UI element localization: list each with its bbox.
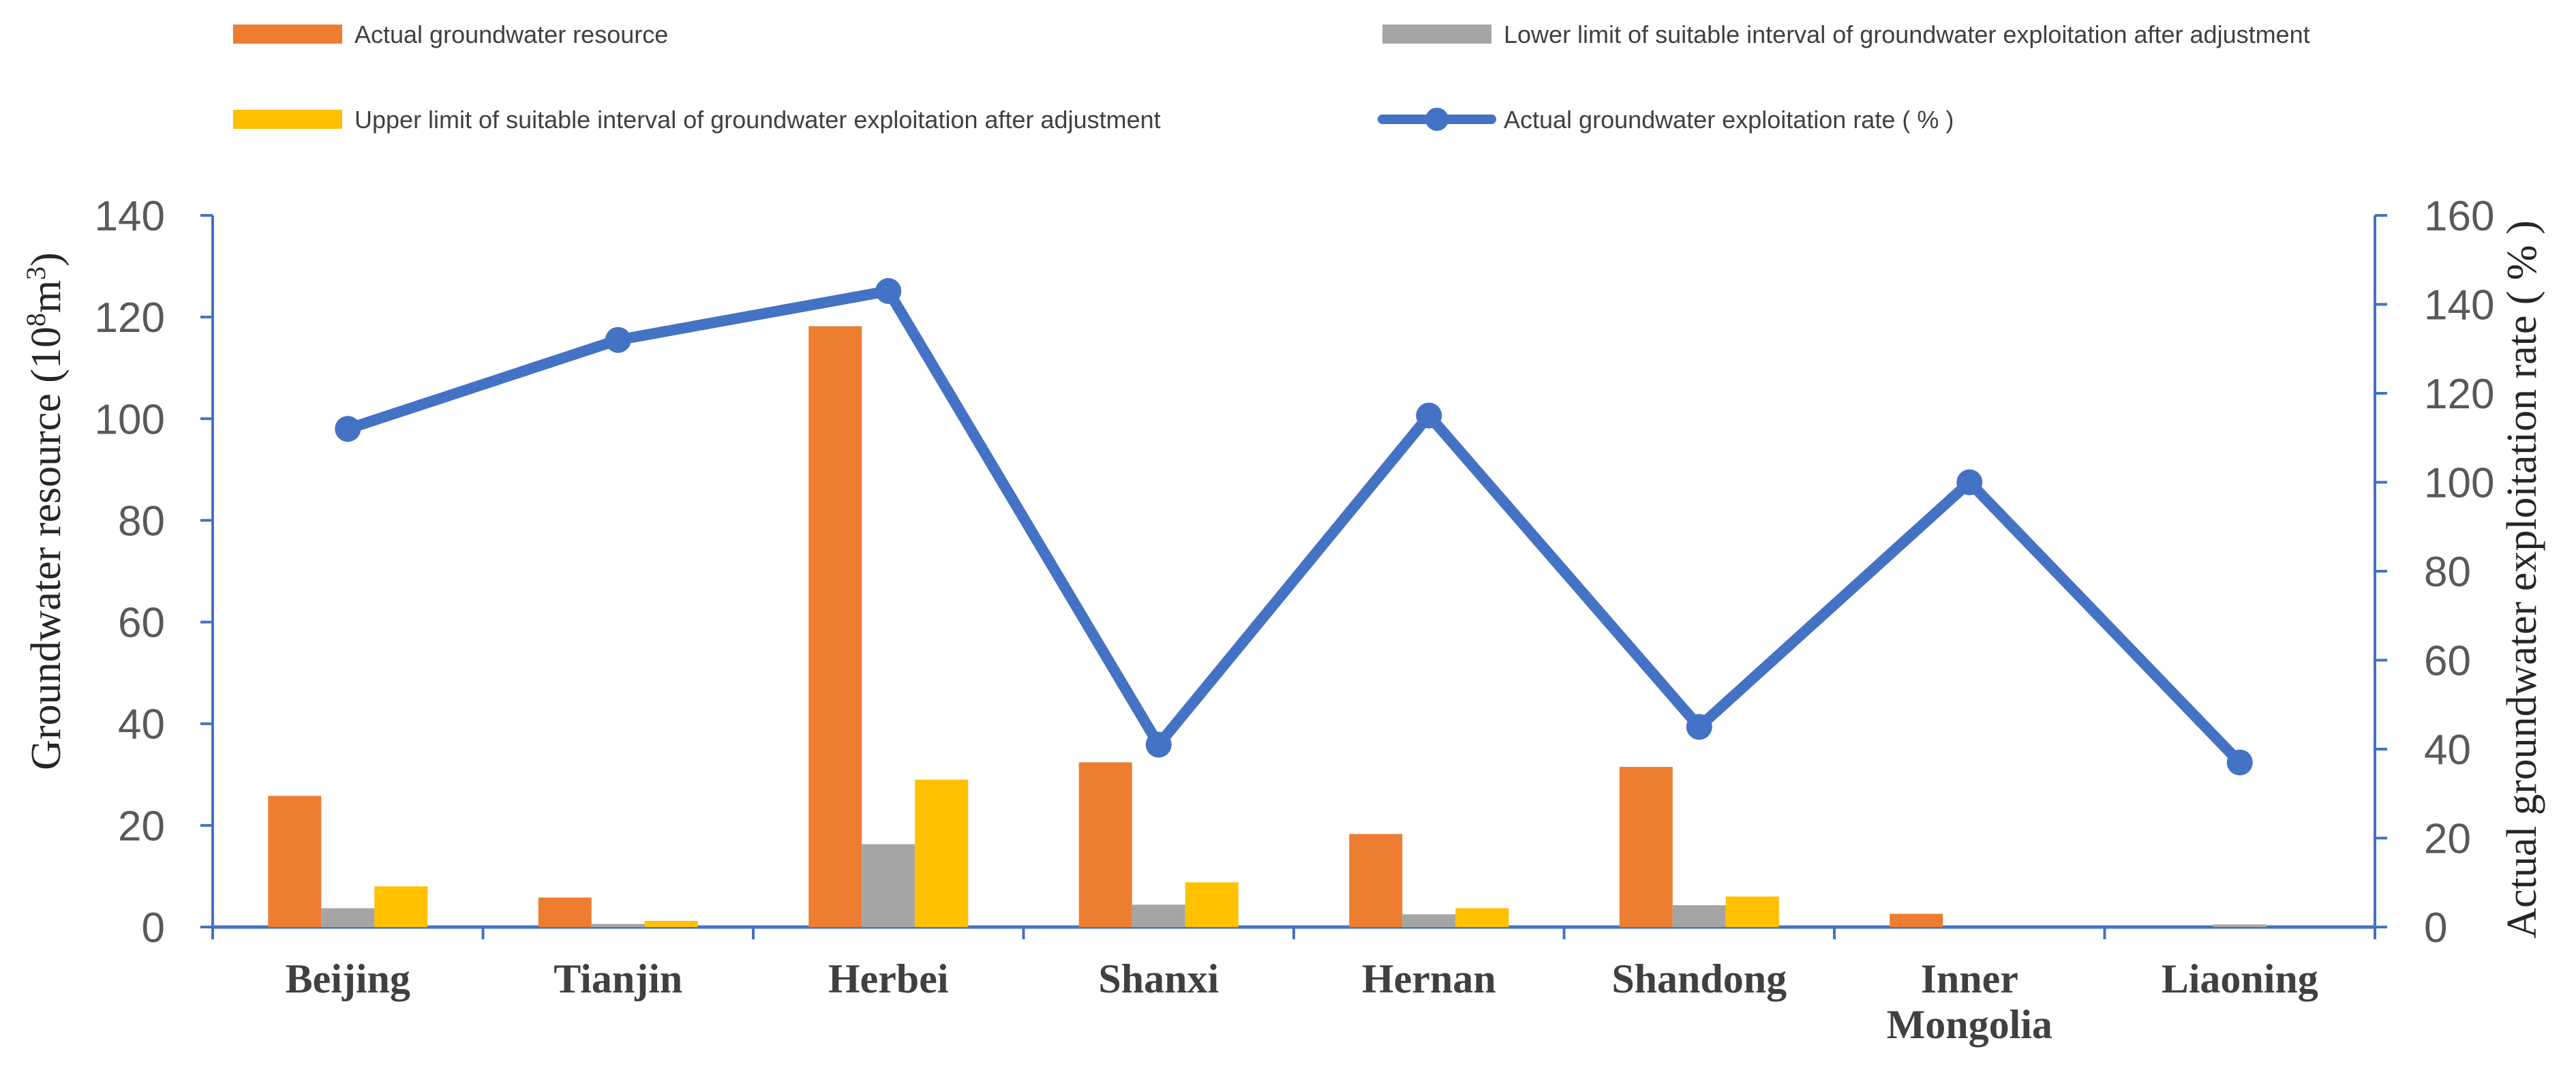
legend-swatch bbox=[233, 110, 342, 129]
y-right-tick-label: 100 bbox=[2424, 460, 2494, 507]
x-tick-label: Shandong bbox=[1611, 956, 1787, 1001]
rate-point bbox=[1956, 469, 1983, 496]
x-tick-label: Inner bbox=[1921, 956, 2018, 1001]
legend-item: Lower limit of suitable interval of grou… bbox=[1382, 20, 2310, 48]
bar bbox=[808, 326, 862, 928]
y-left-tick-label: 0 bbox=[142, 905, 165, 952]
x-tick-label: Tianjin bbox=[554, 956, 682, 1001]
y-axis-right-title: Actual groundwater exploitation rate ( %… bbox=[2499, 220, 2545, 939]
y-left-tick-label: 140 bbox=[95, 193, 165, 240]
legend-swatch bbox=[233, 25, 342, 44]
y-right-tick-label: 20 bbox=[2424, 816, 2471, 863]
legend-marker bbox=[1425, 108, 1449, 131]
rate-point bbox=[335, 416, 361, 442]
bar bbox=[538, 897, 592, 927]
y-left-tick-label: 40 bbox=[118, 701, 165, 748]
bar bbox=[1132, 905, 1185, 927]
bar bbox=[1725, 896, 1779, 927]
bar bbox=[374, 886, 428, 927]
bar bbox=[1185, 882, 1239, 927]
y-right-tick-label: 120 bbox=[2424, 371, 2494, 418]
y-left-tick-label: 20 bbox=[118, 803, 165, 850]
legend-label: Upper limit of suitable interval of grou… bbox=[354, 106, 1161, 134]
y-left-tick-label: 120 bbox=[95, 294, 165, 342]
bar bbox=[1455, 908, 1509, 927]
rate-point bbox=[1145, 731, 1172, 758]
legend-swatch bbox=[1382, 25, 1491, 44]
y-axis-left-title: Groundwater resource (108m3) bbox=[20, 252, 70, 770]
legend-item: Actual groundwater exploitation rate ( %… bbox=[1378, 106, 1954, 134]
bar bbox=[591, 924, 645, 927]
y-right-tick-label: 60 bbox=[2424, 638, 2471, 685]
y-right-tick-label: 160 bbox=[2424, 193, 2494, 240]
bar bbox=[1672, 905, 1726, 927]
bar bbox=[1402, 914, 1456, 927]
category-labels: Beijing Tianjin Herbei Shanxi Hernan Shandong… bbox=[286, 956, 2318, 1047]
bar bbox=[2213, 924, 2267, 927]
y-left-tick-label: 100 bbox=[95, 396, 165, 443]
legend: Actual groundwater resource Lower limit o… bbox=[233, 20, 2310, 134]
legend-label: Lower limit of suitable interval of grou… bbox=[1504, 20, 2310, 48]
bar bbox=[644, 921, 698, 927]
rate-point bbox=[1686, 714, 1712, 740]
rate-point bbox=[875, 277, 902, 304]
x-tick-label: Shanxi bbox=[1098, 956, 1219, 1001]
bar bbox=[1890, 913, 1943, 927]
x-tick-label: Beijing bbox=[286, 956, 410, 1001]
x-tick-label: Liaoning bbox=[2162, 956, 2318, 1001]
bar bbox=[915, 779, 969, 927]
bar bbox=[862, 844, 915, 927]
bar bbox=[268, 795, 322, 927]
x-tick-label: Hernan bbox=[1362, 956, 1496, 1001]
legend-label: Actual groundwater resource bbox=[354, 20, 668, 48]
y-left-tick-label: 80 bbox=[118, 498, 165, 545]
x-tick-label: Mongolia bbox=[1887, 1002, 2052, 1047]
y-right-tick-label: 80 bbox=[2424, 549, 2471, 596]
legend-label: Actual groundwater exploitation rate ( %… bbox=[1504, 106, 1954, 134]
x-tick-label: Herbei bbox=[828, 956, 949, 1001]
rate-point bbox=[2226, 749, 2253, 776]
rate-line bbox=[342, 285, 2245, 768]
bar bbox=[321, 908, 375, 927]
line-series bbox=[335, 277, 2253, 776]
y-left-tick-label: 60 bbox=[118, 600, 165, 647]
rate-point bbox=[605, 327, 631, 353]
bar bbox=[1349, 834, 1403, 927]
bar bbox=[1619, 767, 1673, 927]
bars bbox=[268, 326, 2267, 928]
bar bbox=[1078, 762, 1132, 927]
y-right-tick-label: 40 bbox=[2424, 727, 2471, 774]
rate-point bbox=[1416, 402, 1442, 429]
y-right-tick-label: 140 bbox=[2424, 282, 2494, 329]
legend-item: Actual groundwater resource bbox=[233, 20, 668, 48]
legend-item: Upper limit of suitable interval of grou… bbox=[233, 106, 1161, 134]
y-right-tick-label: 0 bbox=[2424, 905, 2447, 952]
axes: 0 20 40 60 80 100 120 140 0 20 40 60 80 100 120 140 160 bbox=[95, 193, 2495, 952]
